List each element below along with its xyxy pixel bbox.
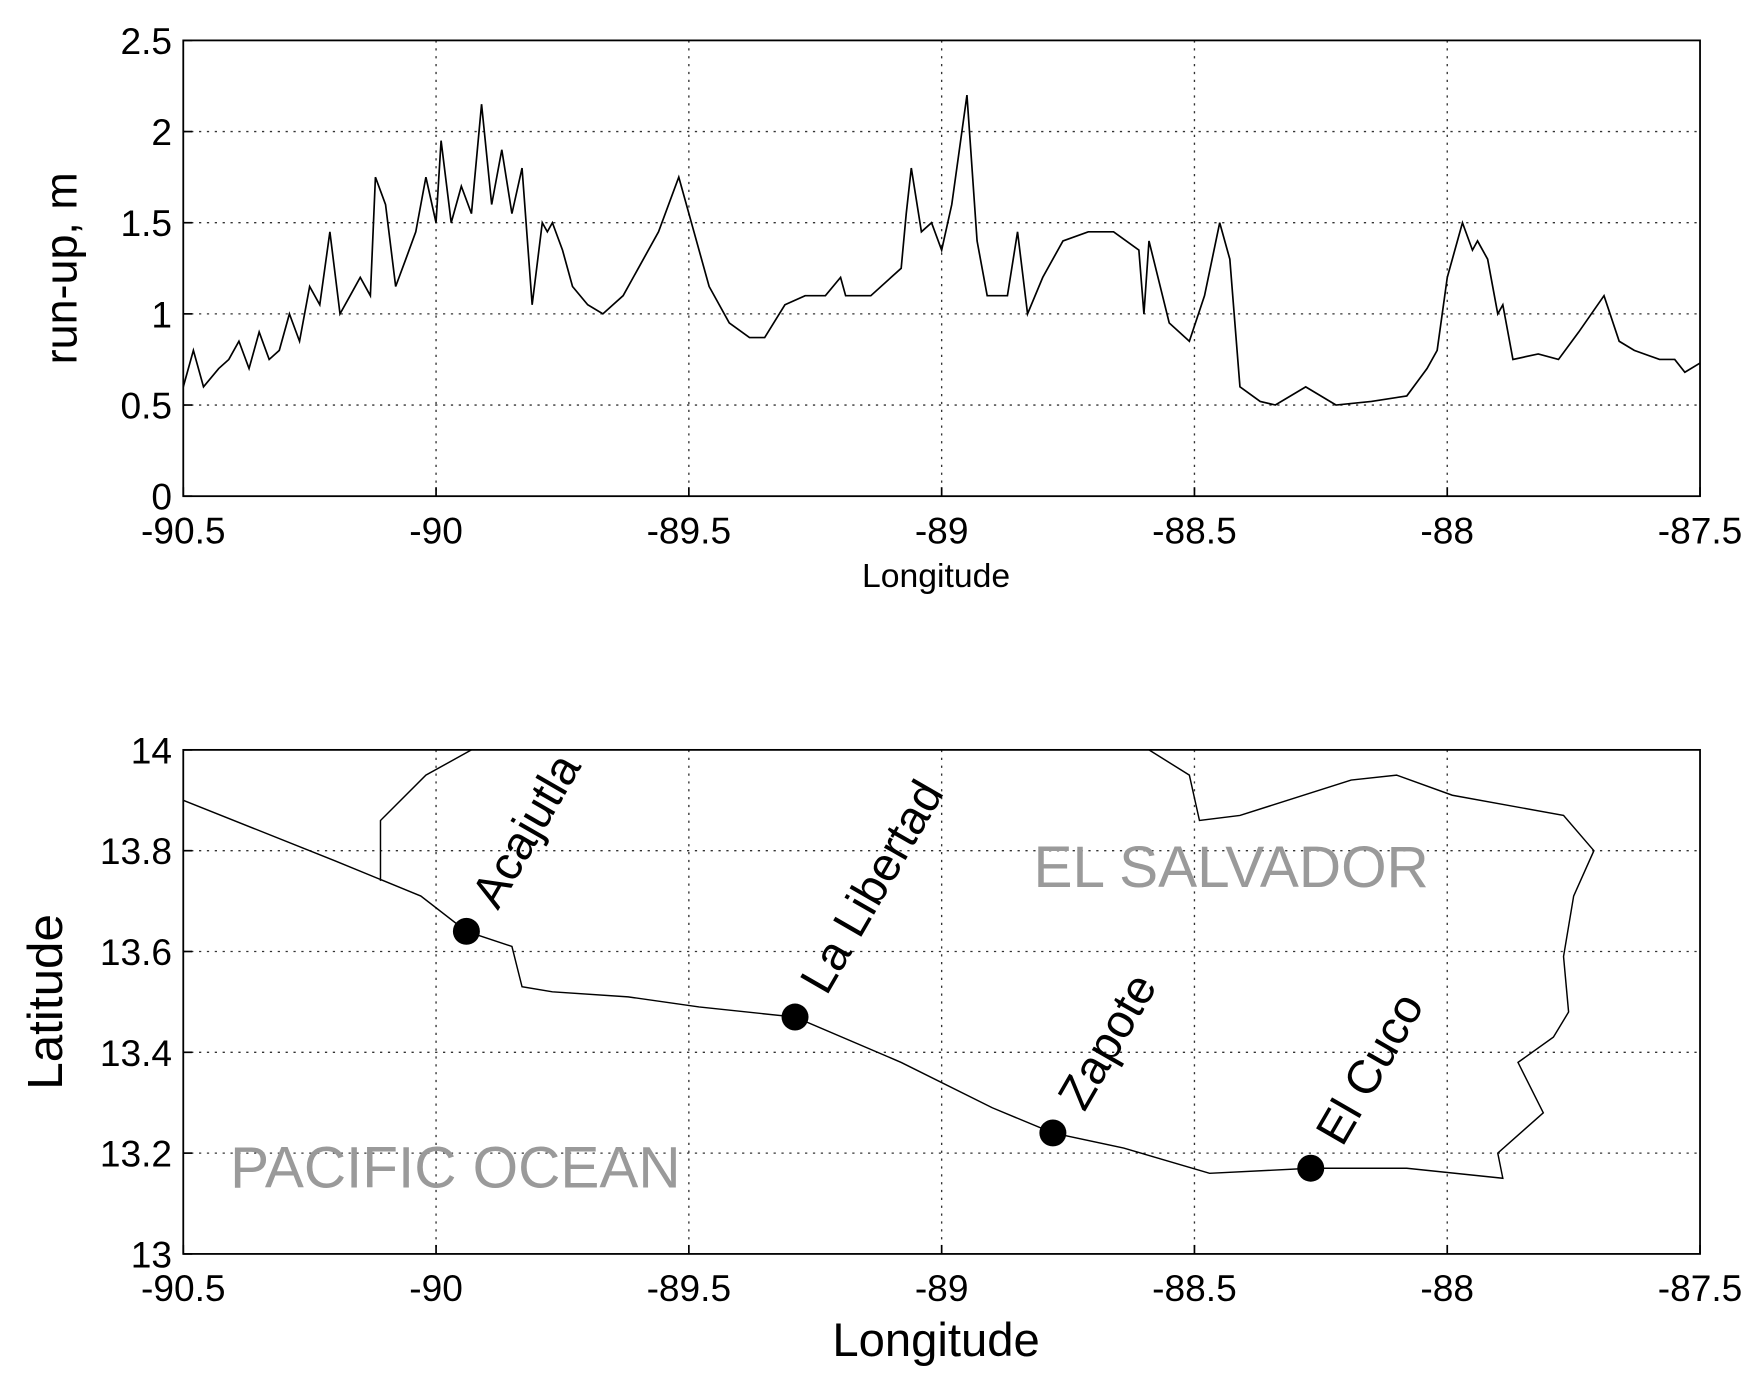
x-tick-label: -87.5 <box>1658 509 1743 551</box>
city-label: La Libertad <box>789 771 953 1002</box>
city-point <box>781 1003 809 1031</box>
x-tick-label: -90 <box>409 509 463 551</box>
y-tick-label: 1.5 <box>120 202 172 244</box>
y-tick-label: 1 <box>151 293 172 335</box>
x-tick-label: -89.5 <box>647 1267 732 1309</box>
coastline <box>182 749 1595 1180</box>
x-tick-label: -88 <box>1420 509 1474 551</box>
x-tick-label: -88.5 <box>1152 1267 1237 1309</box>
city-label: Zapote <box>1047 964 1166 1118</box>
city-point <box>1039 1119 1067 1147</box>
y-tick-label: 13.6 <box>100 931 172 973</box>
x-tick-label: -88.5 <box>1152 509 1237 551</box>
x-tick-label: -87.5 <box>1658 1267 1743 1309</box>
x-tick-label: -89.5 <box>647 509 732 551</box>
region-label: PACIFIC OCEAN <box>230 1136 680 1201</box>
y-tick-label: 2 <box>151 111 172 153</box>
y-tick-label: 0 <box>151 476 172 518</box>
x-tick-label: -90.5 <box>141 509 226 551</box>
y-axis-label: run-up, m <box>35 172 86 364</box>
plot-frame <box>182 39 1701 498</box>
y-tick-label: 2.5 <box>120 20 172 62</box>
y-axis-label: Latitude <box>18 914 73 1090</box>
region-label: EL SALVADOR <box>1034 835 1429 900</box>
x-tick-label: -89 <box>915 509 969 551</box>
x-axis-label: Longitude <box>862 557 1010 595</box>
city-label: Acajutla <box>461 744 591 916</box>
y-tick-label: 13 <box>131 1233 172 1275</box>
city-point <box>1297 1154 1325 1182</box>
y-tick-label: 0.5 <box>120 385 172 427</box>
y-tick-label: 13.2 <box>100 1133 172 1175</box>
plot-frame <box>182 748 1701 1255</box>
city-point <box>452 917 480 945</box>
city-label: El Cuco <box>1305 984 1434 1153</box>
x-axis-label: Longitude <box>832 1313 1039 1366</box>
x-tick-label: -90 <box>409 1267 463 1309</box>
x-tick-label: -89 <box>915 1267 969 1309</box>
x-tick-label: -88 <box>1420 1267 1474 1309</box>
y-tick-label: 14 <box>131 729 172 771</box>
y-tick-label: 13.4 <box>100 1032 172 1074</box>
x-tick-label: -90.5 <box>141 1267 226 1309</box>
run-up-line <box>182 94 1701 406</box>
y-tick-label: 13.8 <box>100 830 172 872</box>
